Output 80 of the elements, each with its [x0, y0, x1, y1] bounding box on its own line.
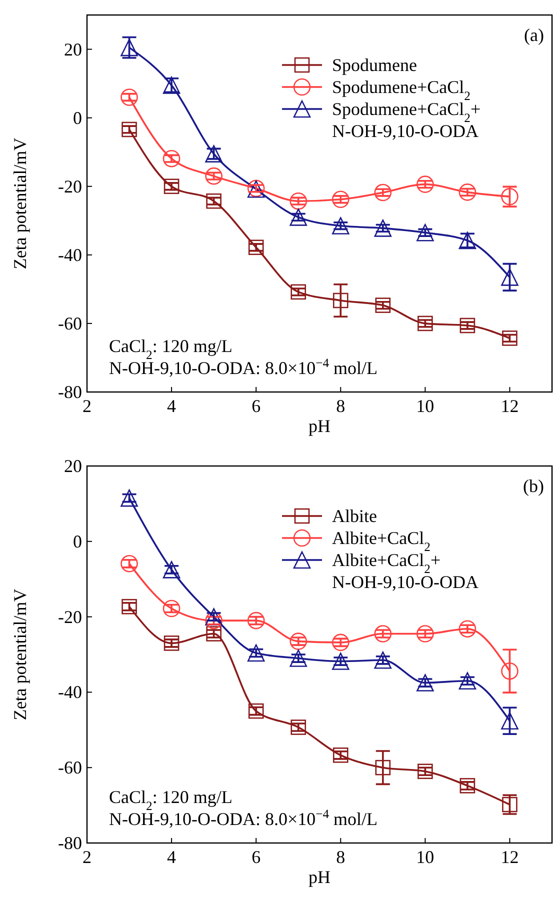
point: [290, 632, 308, 650]
annotation: CaCl$_{2}$: 120 mg/L: [109, 336, 232, 362]
point: [375, 760, 391, 776]
y-tick-label: -80: [58, 382, 82, 402]
point: [374, 625, 392, 642]
x-axis-title: pH: [308, 416, 330, 436]
point: [374, 220, 392, 237]
point: [205, 167, 222, 185]
annotation: (b): [523, 476, 544, 496]
point: [332, 748, 348, 763]
point: [247, 644, 265, 662]
y-tick-label: -20: [58, 176, 82, 196]
point: [248, 240, 264, 256]
y-tick-label: -40: [58, 682, 82, 702]
point: [332, 634, 350, 652]
y-tick-label: 20: [64, 39, 82, 60]
point: [205, 612, 222, 630]
y-tick-label: -60: [58, 313, 82, 334]
x-tick-label: 10: [416, 396, 434, 416]
x-tick-label: 8: [336, 396, 346, 416]
y-tick-label: -20: [58, 606, 82, 627]
point: [416, 176, 434, 193]
x-tick-label: 4: [167, 847, 176, 867]
point: [205, 608, 222, 626]
point: [164, 636, 180, 651]
point: [162, 150, 180, 168]
point: [501, 268, 518, 286]
y-tick-label: 0: [73, 108, 82, 128]
point: [290, 720, 306, 735]
point: [460, 778, 476, 794]
x-tick-label: 4: [167, 396, 176, 416]
y-axis-title: Zeta potential/mV: [10, 588, 30, 720]
point: [332, 292, 348, 308]
point: [247, 612, 265, 630]
point: [418, 316, 433, 332]
x-tick-label: 2: [82, 847, 92, 867]
x-tick-label: 8: [336, 847, 346, 867]
x-tick-label: 10: [416, 847, 434, 867]
point: [164, 178, 180, 194]
point: [162, 561, 180, 578]
point: [458, 184, 476, 201]
point: [374, 184, 392, 202]
y-axis-title: Zeta potential/mV: [10, 138, 30, 270]
point: [290, 650, 308, 667]
y-tick-label: -80: [58, 833, 82, 853]
x-tick-label: 6: [252, 847, 261, 867]
x-tick-label: 12: [500, 396, 519, 416]
x-tick-label: 2: [82, 396, 92, 416]
point: [458, 672, 476, 690]
point: [248, 703, 264, 719]
point: [501, 662, 518, 680]
x-tick-label: 12: [500, 847, 519, 867]
point: [501, 712, 518, 730]
y-tick-label: -40: [58, 244, 82, 265]
x-axis-title: pH: [308, 867, 330, 887]
legend-label: Albite: [332, 506, 377, 526]
point: [290, 192, 308, 210]
annotation: (a): [524, 25, 544, 45]
point: [290, 208, 308, 226]
y-tick-label: 0: [73, 531, 82, 552]
point: [332, 217, 350, 234]
point: [332, 652, 350, 670]
point: [416, 674, 434, 692]
point: [206, 193, 222, 209]
point: [418, 764, 433, 780]
legend-label: Spodumene: [332, 55, 417, 75]
point: [460, 318, 476, 334]
point: [162, 600, 180, 618]
y-tick-label: -60: [58, 758, 82, 778]
point: [458, 620, 476, 638]
y-tick-label: 20: [64, 456, 82, 476]
point: [290, 284, 306, 300]
annotation: CaCl$_{2}$: 120 mg/L: [109, 787, 232, 813]
point: [375, 298, 391, 313]
point: [374, 652, 392, 669]
point: [416, 625, 434, 642]
point: [416, 224, 434, 242]
point: [206, 626, 222, 642]
x-tick-label: 6: [252, 396, 261, 416]
point: [332, 190, 350, 208]
